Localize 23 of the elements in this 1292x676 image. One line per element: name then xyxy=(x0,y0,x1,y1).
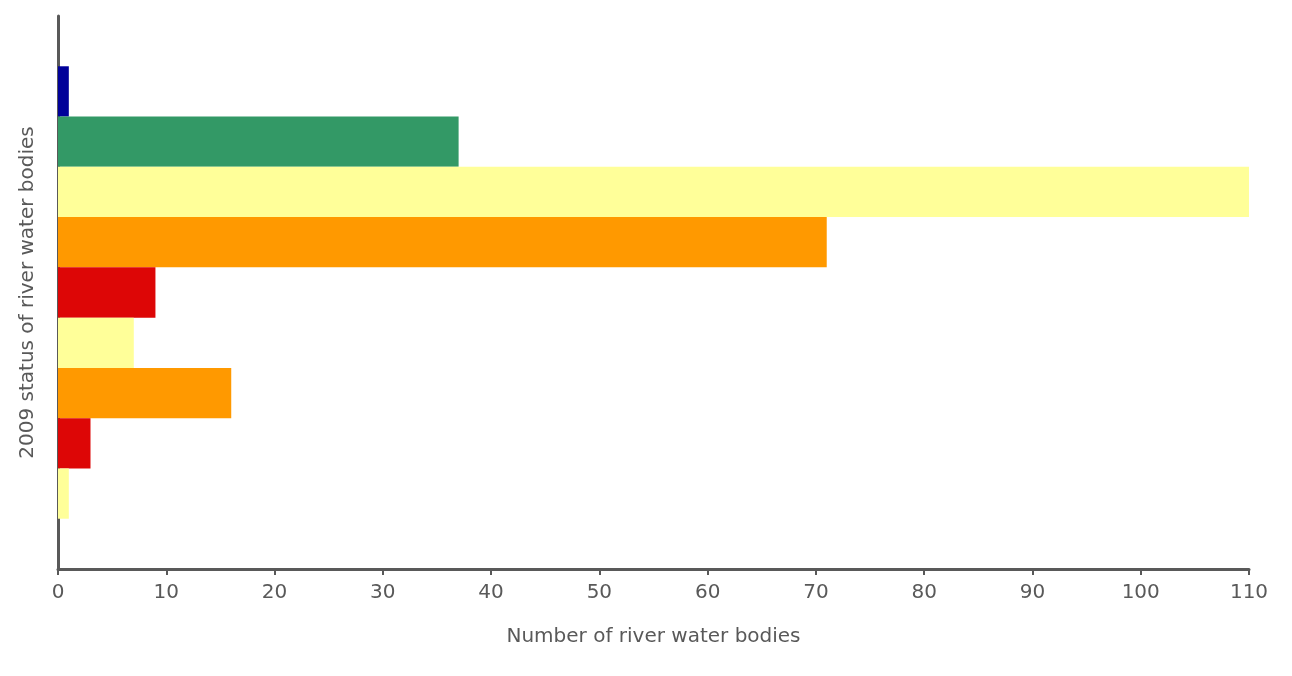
x-tick-label: 30 xyxy=(370,579,396,603)
x-tick-label: 70 xyxy=(803,579,829,603)
x-tick-label: 20 xyxy=(261,579,288,603)
bar xyxy=(58,367,232,419)
bar xyxy=(58,468,69,519)
x-tick-label: 50 xyxy=(586,579,613,603)
x-tick-label: 90 xyxy=(1019,579,1046,603)
x-tick-label: 0 xyxy=(51,579,65,603)
bar xyxy=(58,217,827,268)
bar xyxy=(58,418,91,469)
x-tick-label: 80 xyxy=(911,579,937,603)
bar xyxy=(58,317,134,368)
x-tick-label: 60 xyxy=(694,579,721,603)
x-axis-title: Number of river water bodies xyxy=(506,623,801,647)
x-tick-label: 100 xyxy=(1121,579,1160,603)
bar xyxy=(58,116,459,167)
x-tick-label: 110 xyxy=(1229,579,1269,603)
x-tick-label: 10 xyxy=(153,579,179,603)
x-tick-label: 40 xyxy=(478,579,504,603)
bar xyxy=(58,267,156,318)
y-axis-title: 2009 status of river water bodies xyxy=(14,126,38,459)
bar xyxy=(58,66,69,117)
bar xyxy=(58,166,1249,218)
